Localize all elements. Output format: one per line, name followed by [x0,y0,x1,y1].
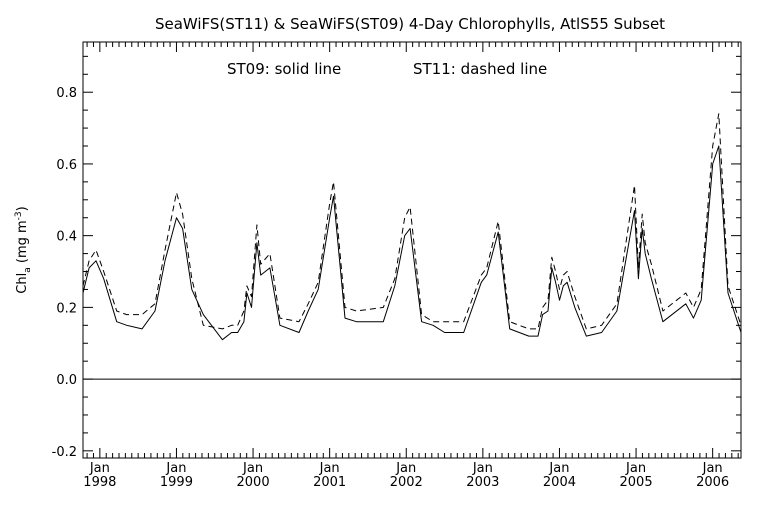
x-tick-month-label: Jan [395,461,416,476]
x-tick-month-label: Jan [548,461,569,476]
y-tick-label: -0.2 [52,445,77,460]
annotation-st09: ST09: solid line [227,60,341,78]
x-tick-year-label: 2000 [237,475,270,490]
y-axis-label: Chla (mg m-3) [14,206,33,293]
chart-title: SeaWiFS(ST11) & SeaWiFS(ST09) 4-Day Chlo… [155,15,665,33]
x-tick-year-label: 2005 [620,475,653,490]
annotation-st11: ST11: dashed line [413,60,547,78]
x-tick-year-label: 2004 [543,475,576,490]
x-tick-month-label: Jan [242,461,263,476]
x-tick-month-label: Jan [472,461,493,476]
series-st09-solid-line [82,145,742,341]
y-axis-label-sub: a [23,267,33,273]
x-tick-month-label: Jan [702,461,723,476]
series-st11-dashed-line [82,113,742,330]
y-axis-label-pre: (mg m [15,220,30,267]
y-axis-label-post: ) [15,206,30,211]
y-tick-label: 0.4 [56,230,77,245]
y-axis-label-base: Chl [15,273,30,294]
y-tick-label: 0.6 [56,158,77,173]
plot-area: -0.20.00.20.40.60.8Jan1998Jan1999Jan2000… [52,41,742,490]
x-tick-year-label: 1999 [160,475,193,490]
y-axis-label-sup: -3 [14,211,24,220]
x-tick-year-label: 2001 [313,475,346,490]
x-tick-month-label: Jan [625,461,646,476]
y-tick-label: 0.0 [56,373,77,388]
y-tick-label: 0.2 [56,301,77,316]
y-tick-label: 0.8 [56,86,77,101]
x-tick-month-label: Jan [319,461,340,476]
x-tick-month-label: Jan [89,461,110,476]
plot-frame [82,41,742,459]
x-tick-year-label: 2002 [390,475,423,490]
x-tick-year-label: 2006 [696,475,729,490]
x-tick-month-label: Jan [165,461,186,476]
x-tick-year-label: 2003 [466,475,499,490]
x-tick-year-label: 1998 [83,475,116,490]
